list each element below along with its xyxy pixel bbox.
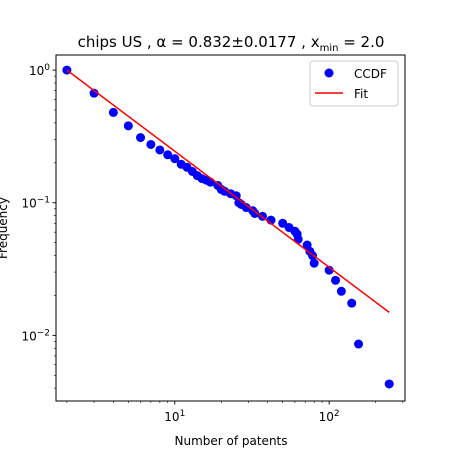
ccdf-point: [146, 140, 155, 149]
ccdf-point: [155, 145, 164, 154]
ccdf-point: [109, 108, 118, 117]
chart-title: chips US , α = 0.832±0.0177 , xmin = 2.0: [78, 33, 385, 54]
legend-ccdf-label: CCDF: [354, 67, 387, 81]
ccdf-point: [347, 299, 356, 308]
ccdf-point: [385, 379, 394, 388]
y-axis-label: Frequency: [0, 197, 10, 259]
legend-fit-label: Fit: [354, 87, 368, 101]
ccdf-point: [310, 259, 319, 268]
ccdf-point: [337, 287, 346, 296]
title-subscript: min: [320, 43, 339, 54]
ccdf-point: [331, 276, 340, 285]
legend-ccdf-marker: [325, 69, 334, 78]
ccdf-point: [136, 133, 145, 142]
ccdf-point: [124, 121, 133, 130]
legend: CCDF Fit: [310, 61, 398, 106]
x-axis-label: Number of patents: [174, 434, 287, 448]
ccdf-point: [354, 340, 363, 349]
